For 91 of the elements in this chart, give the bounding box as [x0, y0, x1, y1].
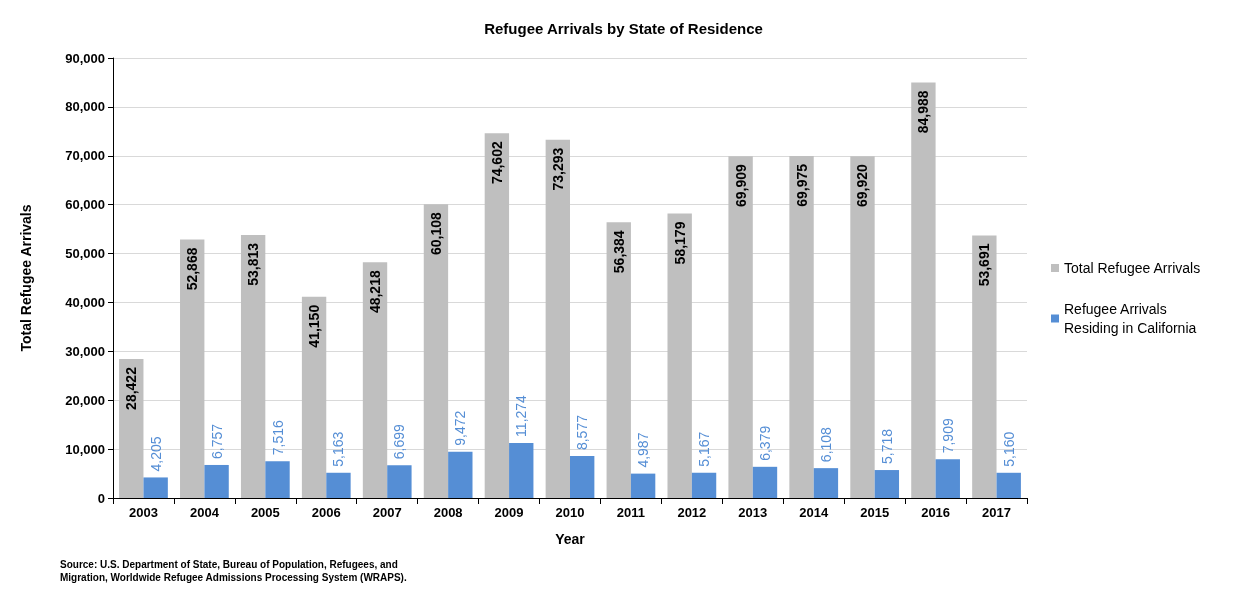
y-tick-label: 10,000: [65, 441, 105, 457]
data-label: 56,384: [610, 230, 627, 274]
data-label: 11,274: [513, 394, 530, 437]
x-tick-label: 2008: [433, 505, 463, 520]
bar: [143, 477, 168, 498]
bar: [423, 204, 449, 498]
bar: [240, 234, 266, 498]
bar: [204, 464, 229, 498]
bar: [180, 239, 205, 498]
x-tick-label: 2014: [799, 505, 829, 520]
source-note: Source: U.S. Department of State, Bureau of Population, Refugees, and Migration, Worldwide Refugee Admissions Processing System (WRAPS).: [60, 559, 407, 583]
data-label: 41,150: [306, 304, 323, 348]
bar: [362, 262, 388, 498]
y-tick-label: 40,000: [65, 294, 105, 310]
data-label: 69,909: [732, 164, 749, 208]
data-label: 73,293: [549, 147, 566, 191]
y-tick-label: 70,000: [65, 148, 105, 164]
bar: [972, 235, 997, 498]
legend-label: Refugee Arrivals Residing in California: [1064, 301, 1197, 336]
bar: [667, 213, 692, 498]
data-label: 58,179: [671, 221, 688, 265]
bar: [935, 459, 960, 498]
y-tick-label: 80,000: [65, 99, 105, 115]
data-label: 84,988: [915, 90, 932, 134]
chart-title: Refugee Arrivals by State of Residence: [484, 20, 763, 37]
bar: [813, 468, 839, 498]
data-label: 4,987: [635, 432, 652, 468]
x-tick-label: 2011: [616, 505, 646, 520]
bar: [850, 156, 875, 498]
x-tick-label: 2005: [250, 505, 280, 520]
y-tick-label: 0: [97, 490, 105, 506]
bar: [326, 472, 351, 498]
bar: [728, 156, 753, 498]
data-label: 74,602: [488, 141, 505, 185]
bar: [484, 133, 510, 498]
y-tick-label: 50,000: [65, 246, 105, 262]
data-label: 6,379: [756, 425, 773, 461]
data-label: 4,205: [147, 436, 164, 472]
data-label: 53,813: [245, 242, 262, 286]
data-label: 5,163: [330, 431, 347, 467]
data-label: 52,868: [184, 247, 201, 291]
x-tick-label: 2006: [311, 505, 341, 520]
data-label: 53,691: [976, 243, 993, 287]
bar: [265, 461, 290, 498]
data-label: 9,472: [452, 410, 469, 446]
data-label: 7,909: [939, 418, 956, 454]
bar: [606, 222, 631, 498]
x-tick-label: 2017: [982, 505, 1011, 520]
bar: [691, 472, 717, 498]
data-label: 5,718: [878, 428, 895, 465]
bar: [911, 82, 936, 498]
x-axis-title: Year: [555, 531, 586, 547]
x-tick-label: 2007: [372, 505, 402, 520]
bar: [874, 470, 900, 498]
bar: [752, 466, 778, 498]
x-tick-label: 2015: [860, 505, 890, 520]
x-tick-label: 2013: [738, 505, 768, 520]
data-label: 7,516: [269, 420, 286, 456]
data-label: 28,422: [123, 366, 140, 410]
x-tick-label: 2009: [494, 505, 524, 520]
legend-label: Total Refugee Arrivals: [1064, 260, 1201, 276]
x-tick-label: 2012: [677, 505, 707, 520]
x-tick-label: 2004: [189, 505, 220, 520]
bar: [119, 359, 144, 498]
bar: [301, 296, 327, 498]
y-axis-title: Total Refugee Arrivals: [18, 204, 34, 352]
bar: [630, 473, 656, 498]
bar: [448, 451, 473, 498]
data-label: 48,218: [367, 270, 384, 314]
data-label: 60,108: [427, 211, 444, 255]
bar: [789, 155, 814, 498]
data-label: 5,167: [696, 431, 713, 467]
y-tick-label: 30,000: [65, 343, 105, 359]
x-tick-label: 2010: [555, 505, 585, 520]
bar: [545, 139, 570, 498]
y-tick-label: 90,000: [65, 50, 105, 66]
data-label: 5,160: [1000, 431, 1017, 467]
bar: [387, 465, 412, 498]
data-label: 8,577: [574, 414, 591, 451]
x-tick-label: 2003: [129, 505, 158, 520]
data-label: 69,975: [793, 163, 810, 207]
data-label: 6,757: [208, 423, 225, 459]
bar: [570, 456, 595, 498]
data-label: 6,108: [817, 426, 834, 463]
y-tick-label: 60,000: [65, 197, 105, 213]
bar: [509, 442, 534, 498]
data-label: 69,920: [854, 163, 871, 207]
x-tick-label: 2016: [921, 505, 951, 520]
bar: [996, 472, 1021, 498]
data-label: 6,699: [391, 424, 408, 460]
y-tick-label: 20,000: [65, 392, 105, 408]
